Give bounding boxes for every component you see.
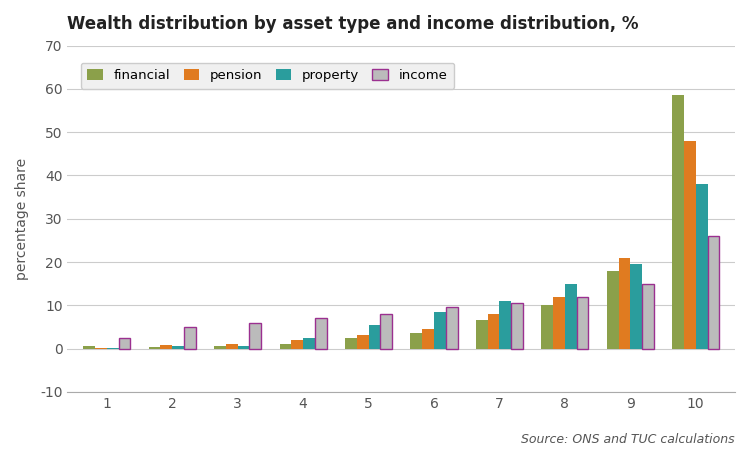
Bar	[291, 340, 303, 349]
Bar	[553, 297, 565, 349]
Bar	[345, 338, 357, 349]
Bar	[684, 141, 696, 349]
Bar	[446, 307, 458, 349]
Y-axis label: percentage share: percentage share	[15, 158, 29, 280]
Bar	[368, 325, 380, 349]
Bar	[672, 96, 684, 349]
Legend: financial, pension, property, income: financial, pension, property, income	[81, 62, 454, 89]
Bar	[303, 338, 315, 349]
Bar	[238, 346, 250, 349]
Bar	[106, 348, 118, 349]
Bar	[512, 303, 523, 349]
Bar	[315, 318, 327, 349]
Bar	[250, 323, 261, 349]
Bar	[607, 271, 619, 349]
Bar	[148, 347, 160, 349]
Bar	[410, 333, 422, 349]
Bar	[542, 305, 553, 349]
Bar	[619, 258, 630, 349]
Bar	[696, 184, 707, 349]
Bar	[500, 301, 512, 349]
Bar	[226, 344, 238, 349]
Bar	[280, 344, 291, 349]
Bar	[380, 314, 392, 349]
Bar	[434, 312, 445, 349]
Bar	[707, 236, 719, 349]
Bar	[118, 338, 130, 349]
Bar	[422, 329, 434, 349]
Text: Wealth distribution by asset type and income distribution, %: Wealth distribution by asset type and in…	[68, 15, 639, 33]
Bar	[565, 284, 577, 349]
Bar	[184, 327, 196, 349]
Bar	[630, 264, 642, 349]
Text: Source: ONS and TUC calculations: Source: ONS and TUC calculations	[521, 433, 735, 447]
Bar	[172, 346, 184, 349]
Bar	[642, 284, 654, 349]
Bar	[476, 320, 488, 349]
Bar	[160, 345, 172, 349]
Bar	[83, 346, 95, 349]
Bar	[95, 348, 106, 349]
Bar	[488, 314, 500, 349]
Bar	[357, 335, 368, 349]
Bar	[577, 297, 589, 349]
Bar	[214, 346, 226, 349]
